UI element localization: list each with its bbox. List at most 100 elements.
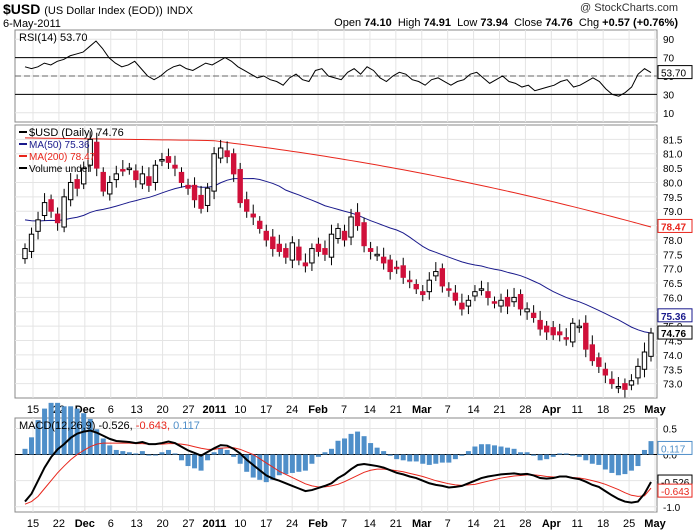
macd-label: MACD(12,26,9) -0.526, -0.643, 0.117 bbox=[19, 420, 200, 432]
macd-x-tick-label: 28 bbox=[519, 518, 531, 530]
price-x-tick-label: 24 bbox=[286, 404, 298, 416]
rsi-line bbox=[24, 40, 652, 97]
macd-histogram-bar bbox=[198, 454, 204, 471]
price-tag-text: 74.76 bbox=[661, 329, 686, 340]
macd-histogram-bar bbox=[374, 447, 380, 455]
macd-x-tick-label: May bbox=[644, 518, 666, 530]
macd-histogram-bar bbox=[446, 454, 452, 463]
price-tag: 74.76 bbox=[657, 325, 693, 340]
macd-x-tick-label: 11 bbox=[572, 518, 583, 530]
macd-histogram-bar bbox=[413, 454, 419, 462]
price-x-tick-label: 14 bbox=[467, 404, 479, 416]
macd-x-tick-label: 21 bbox=[493, 518, 505, 530]
macd-histogram-bar bbox=[394, 454, 400, 460]
candle-body bbox=[361, 222, 367, 247]
macd-histogram-bar bbox=[35, 420, 41, 455]
candle-body bbox=[159, 158, 165, 162]
macd-hist-value: 0.117 bbox=[173, 420, 200, 432]
candle-body bbox=[478, 288, 485, 291]
price-x-tick-label: 20 bbox=[156, 404, 168, 416]
macd-histogram-bar bbox=[576, 454, 582, 457]
price-x-tick-label: 7 bbox=[445, 404, 451, 416]
rsi-y-tick-label: 70 bbox=[663, 54, 675, 65]
price-y-tick-label: 74.5 bbox=[663, 337, 683, 348]
macd-histogram-bar bbox=[309, 454, 315, 464]
candle-body bbox=[413, 283, 419, 290]
macd-y-tick-label: -1.0 bbox=[663, 503, 681, 514]
candle-body bbox=[139, 173, 146, 185]
candle-body bbox=[537, 319, 543, 330]
price-x-tick-label: 14 bbox=[364, 404, 376, 416]
candle-body bbox=[374, 253, 380, 257]
candle-body bbox=[387, 259, 393, 273]
candle-body bbox=[400, 265, 406, 278]
macd-x-tick-label: 2011 bbox=[202, 518, 226, 530]
macd-histogram-bar bbox=[452, 454, 458, 460]
candle-body bbox=[198, 194, 204, 209]
macd-panel-frame bbox=[14, 417, 658, 513]
macd-histogram-bar bbox=[61, 406, 67, 455]
macd-histogram-bar bbox=[583, 454, 589, 461]
candle-body bbox=[583, 322, 589, 350]
price-tag-box bbox=[657, 325, 693, 340]
macd-histogram-bar bbox=[237, 454, 243, 464]
candle-body bbox=[22, 248, 28, 260]
close-label: Close bbox=[514, 17, 543, 29]
macd-histogram-bar bbox=[400, 454, 406, 461]
macd-histogram-bar bbox=[146, 454, 152, 456]
macd-histogram-bar bbox=[322, 452, 328, 455]
candle-body bbox=[354, 212, 361, 227]
macd-signal-tag-box bbox=[657, 483, 693, 498]
rsi-tag-box bbox=[657, 65, 693, 80]
candle-body bbox=[648, 332, 654, 357]
candle-body bbox=[348, 216, 354, 238]
macd-line bbox=[24, 429, 652, 504]
exchange-label: INDX bbox=[166, 5, 193, 17]
price-x-tick-label: 28 bbox=[519, 404, 531, 416]
candle-body bbox=[224, 150, 230, 158]
price-y-tick-label: 76.5 bbox=[663, 279, 683, 290]
macd-histogram-bar bbox=[426, 454, 432, 465]
macd-histogram-bar bbox=[381, 451, 387, 455]
candle-body bbox=[622, 383, 628, 390]
macd-histogram-bar bbox=[628, 454, 634, 471]
price-x-tick-label: 18 bbox=[597, 404, 609, 416]
candle-body bbox=[446, 288, 452, 291]
price-y-tick-label: 80.5 bbox=[663, 164, 683, 175]
candle-body bbox=[530, 312, 537, 319]
macd-histogram-bar bbox=[531, 454, 537, 456]
candle-body bbox=[80, 167, 87, 185]
macd-hist-tag: 0.117 bbox=[657, 440, 693, 455]
candle-body bbox=[237, 169, 243, 204]
low-label: Low bbox=[457, 17, 478, 29]
price-y-tick-label: 79.0 bbox=[663, 207, 683, 218]
macd-histogram-bar bbox=[492, 445, 497, 455]
macd-histogram-bar bbox=[152, 454, 158, 456]
macd-x-tick-label: Feb bbox=[308, 518, 328, 530]
candle-body bbox=[504, 296, 511, 307]
candle-body bbox=[41, 202, 48, 217]
macd-histogram-bar bbox=[335, 440, 341, 455]
macd-x-tick-label: 15 bbox=[27, 518, 39, 530]
macd-histogram-bar bbox=[433, 454, 439, 464]
macd-x-tick-label: 17 bbox=[260, 518, 272, 530]
price-panel-frame bbox=[14, 124, 658, 399]
price-y-tick-label: 77.5 bbox=[663, 250, 683, 261]
macd-histogram-bar bbox=[211, 452, 217, 455]
macd-histogram-bar bbox=[609, 454, 615, 473]
candle-body bbox=[472, 291, 478, 297]
rsi-value-tag: 53.70 bbox=[657, 65, 693, 80]
price-x-tick-label: Feb bbox=[308, 404, 328, 416]
macd-histogram-bar bbox=[420, 454, 426, 464]
macd-y-tick-label: 0.0 bbox=[663, 451, 677, 462]
candle-body bbox=[576, 325, 582, 329]
macd-histogram-bar bbox=[498, 446, 504, 455]
candle-body bbox=[341, 230, 348, 241]
macd-histogram-bar bbox=[368, 443, 374, 455]
chg-label: Chg bbox=[578, 17, 600, 29]
price-x-tick-label: 11 bbox=[572, 404, 583, 416]
macd-histogram-bar bbox=[439, 454, 445, 463]
candle-body bbox=[543, 325, 550, 333]
macd-histogram-bar bbox=[472, 446, 478, 455]
